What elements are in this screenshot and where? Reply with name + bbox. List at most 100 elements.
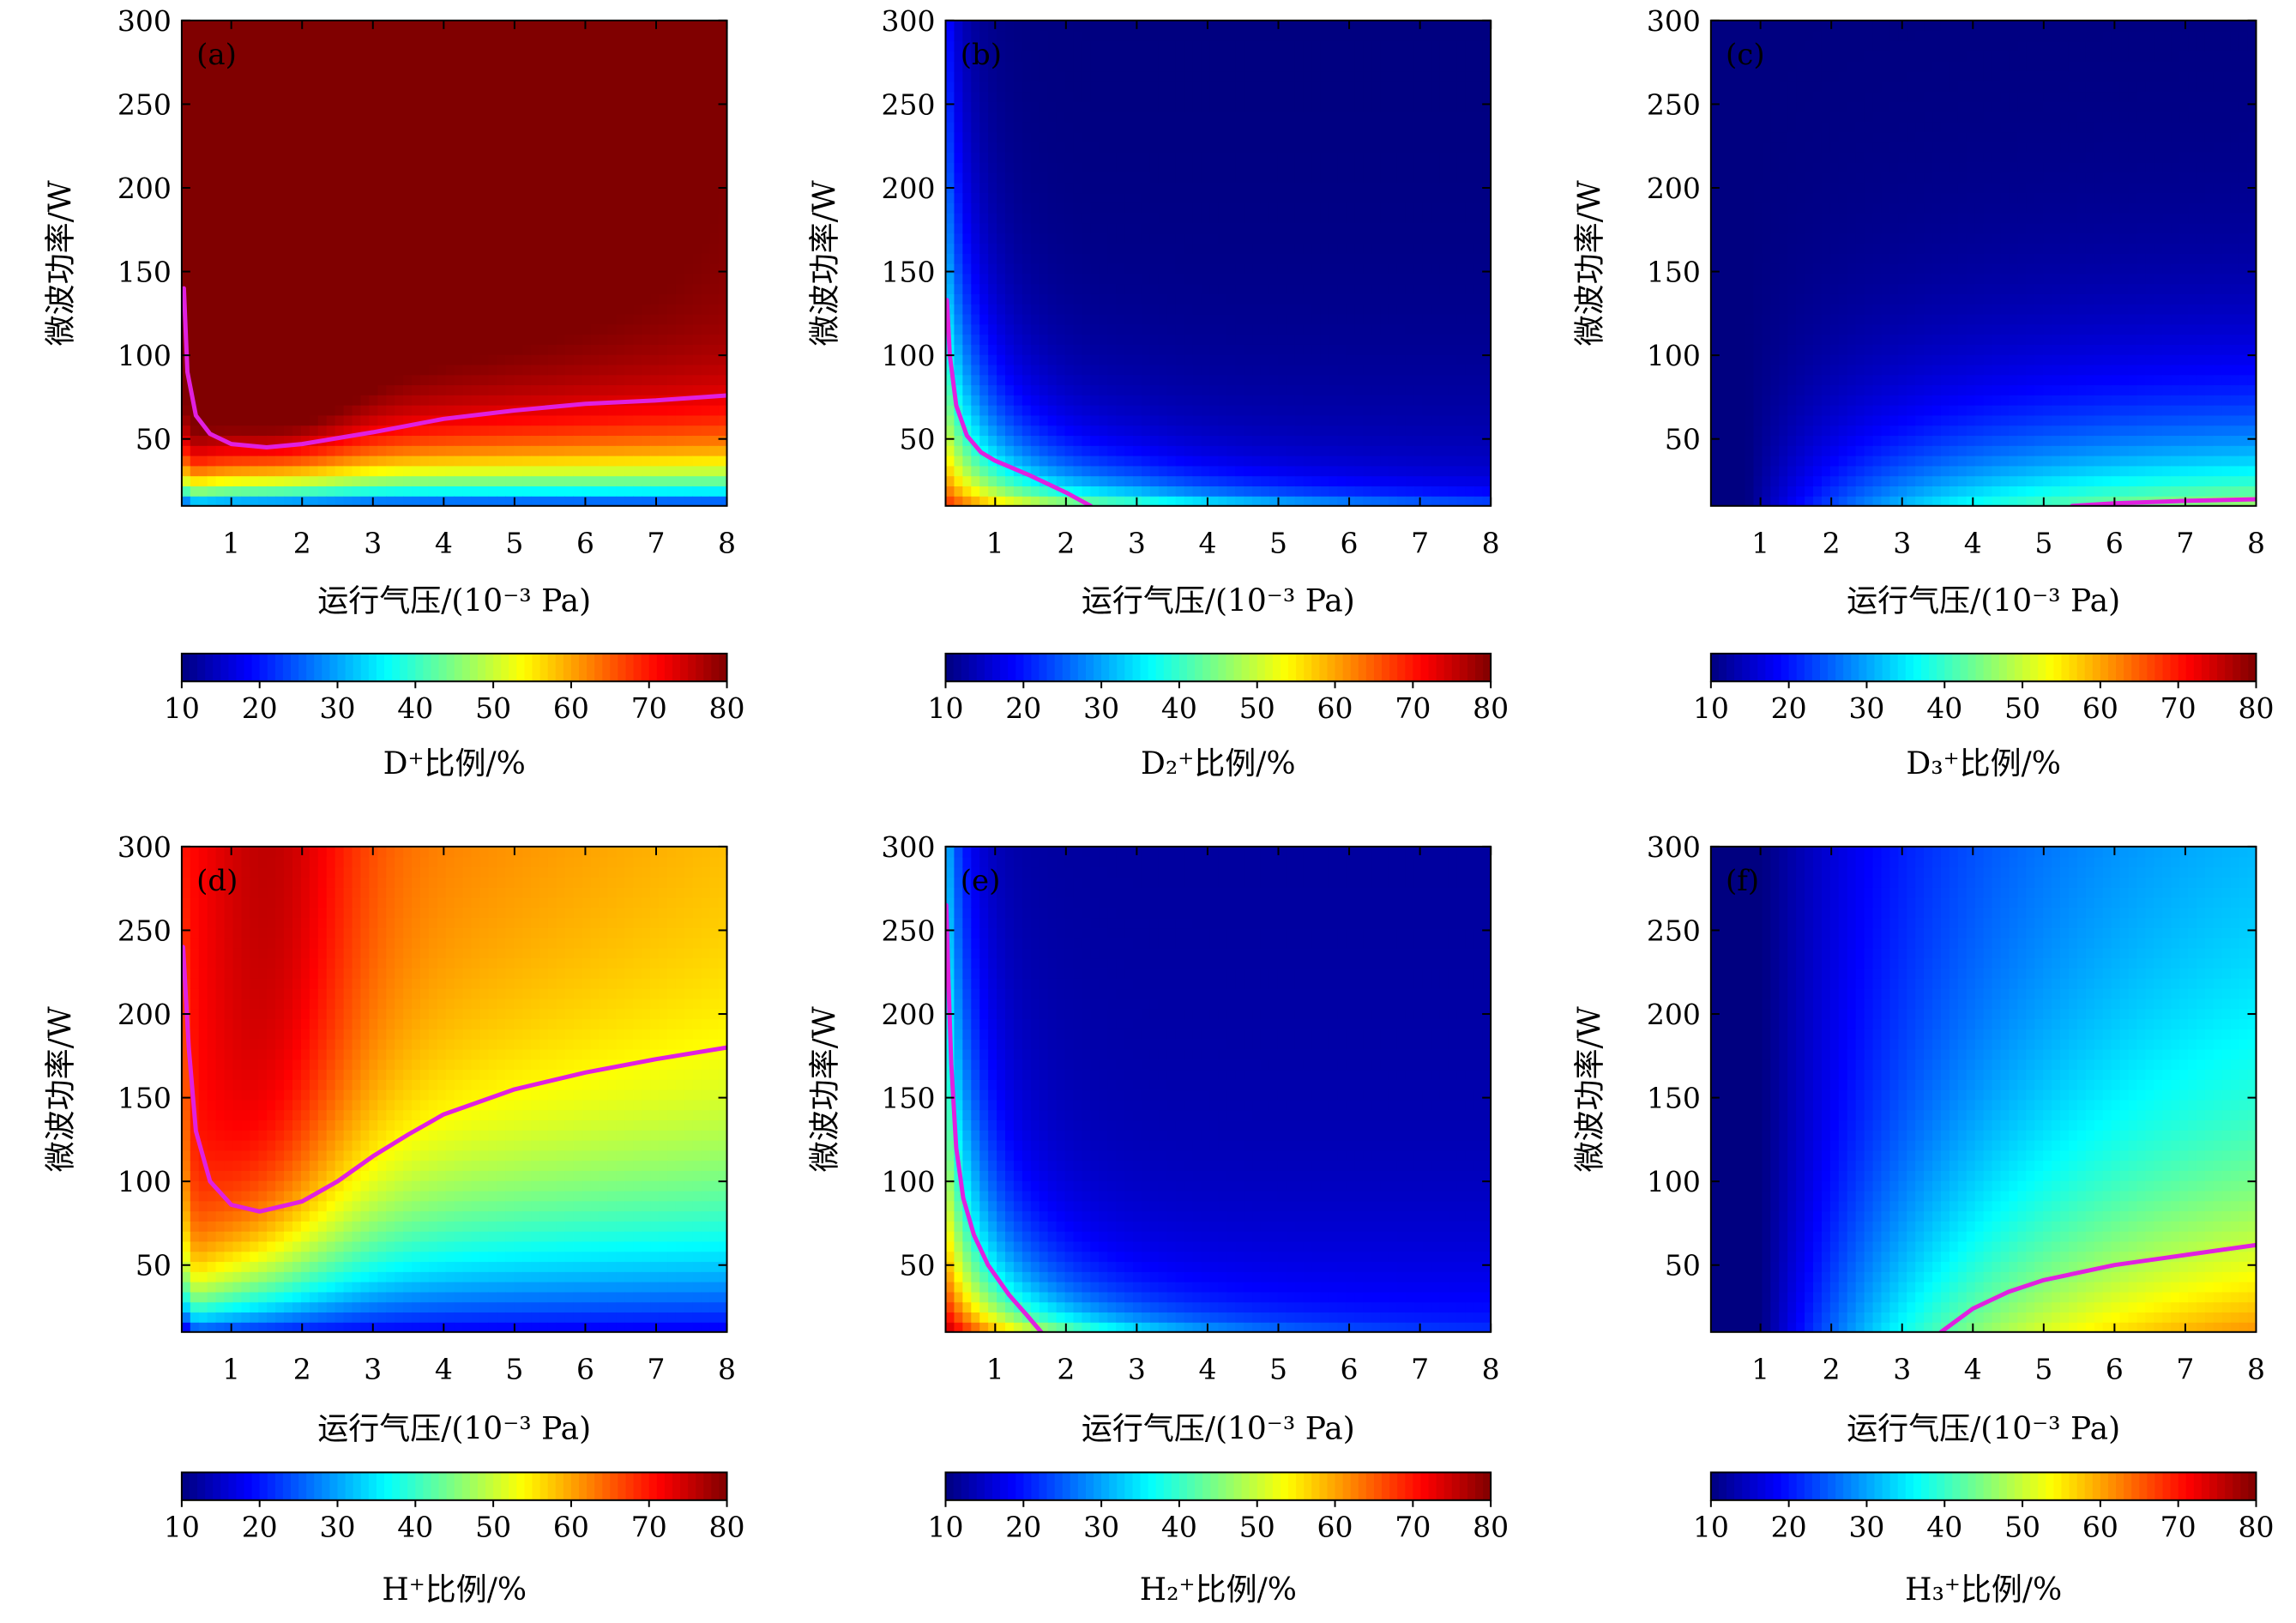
heatmap-cell <box>309 404 319 416</box>
panel-label: (a) <box>196 38 237 72</box>
heatmap-cell <box>300 455 310 467</box>
heatmap-cell <box>675 91 685 102</box>
heatmap-cell <box>1116 121 1125 133</box>
heatmap-cell <box>675 495 685 506</box>
heatmap-cell <box>514 30 523 42</box>
heatmap-cell <box>1226 212 1236 224</box>
heatmap-cell <box>267 81 276 93</box>
heatmap-cell <box>1218 455 1228 467</box>
heatmap-cell <box>326 91 336 102</box>
heatmap-cell <box>369 323 379 335</box>
heatmap-cell <box>1107 152 1117 163</box>
heatmap-cell <box>326 303 336 315</box>
heatmap-cell <box>190 253 200 264</box>
heatmap-cell <box>962 121 973 133</box>
heatmap-cell <box>962 273 973 285</box>
heatmap-cell <box>207 70 217 82</box>
heatmap-cell <box>599 425 609 437</box>
heatmap-cell <box>317 161 328 173</box>
heatmap-cell <box>659 273 668 285</box>
heatmap-cell <box>267 61 276 72</box>
heatmap-cell <box>624 455 635 467</box>
heatmap-cell <box>1047 344 1058 355</box>
heatmap-cell <box>556 273 566 285</box>
heatmap-cell <box>471 40 481 52</box>
heatmap-cell <box>275 161 285 173</box>
heatmap-cell <box>556 445 566 456</box>
heatmap-cell <box>232 131 243 143</box>
heatmap-cell <box>1149 334 1160 345</box>
heatmap-cell <box>275 414 285 426</box>
heatmap-cell <box>1116 486 1125 497</box>
heatmap-cell <box>971 131 981 143</box>
heatmap-cell <box>650 384 660 395</box>
heatmap-cell <box>616 131 626 143</box>
heatmap-cell <box>954 353 964 365</box>
heatmap-cell <box>547 30 557 42</box>
heatmap-cell <box>1107 61 1117 72</box>
heatmap-cell <box>531 101 540 112</box>
heatmap-cell <box>1166 293 1177 305</box>
heatmap-cell <box>1235 131 1244 143</box>
heatmap-cell <box>564 212 575 224</box>
heatmap-cell <box>1013 283 1023 294</box>
heatmap-cell <box>642 243 651 254</box>
heatmap-cell <box>1209 384 1220 395</box>
heatmap-cell <box>1244 121 1253 133</box>
heatmap-cell <box>1175 131 1185 143</box>
heatmap-cell <box>198 40 208 52</box>
heatmap-cell <box>300 293 310 305</box>
heatmap-cell <box>292 232 302 244</box>
heatmap-cell <box>616 273 626 285</box>
heatmap-cell <box>514 243 523 254</box>
heatmap-cell <box>988 253 997 264</box>
heatmap-cell <box>471 465 481 477</box>
heatmap-cell <box>215 81 226 93</box>
heatmap-cell <box>479 30 490 42</box>
heatmap-cell <box>352 172 362 184</box>
heatmap-cell <box>207 404 217 416</box>
heatmap-cell <box>616 101 626 112</box>
heatmap-cell <box>979 172 989 184</box>
heatmap-cell <box>547 395 557 406</box>
heatmap-cell <box>531 121 540 133</box>
heatmap-cell <box>241 475 251 486</box>
heatmap-cell <box>419 182 430 194</box>
heatmap-cell <box>1226 152 1236 163</box>
heatmap-cell <box>1056 344 1066 355</box>
heatmap-cell <box>1107 414 1117 426</box>
heatmap-cell <box>377 455 388 467</box>
heatmap-cell <box>539 20 549 32</box>
heatmap-cell <box>945 20 955 32</box>
heatmap-cell <box>675 475 685 486</box>
heatmap-cell <box>352 395 362 406</box>
heatmap-cell <box>1073 323 1083 335</box>
heatmap-cell <box>215 172 226 184</box>
heatmap-cell <box>1192 121 1202 133</box>
colorbar-tick-label: 10 <box>164 691 200 725</box>
heatmap-cell <box>1039 111 1049 123</box>
heatmap-cell <box>471 374 481 386</box>
heatmap-cell <box>250 374 260 386</box>
heatmap-cell <box>564 425 575 437</box>
heatmap-cell <box>522 303 532 315</box>
heatmap-cell <box>479 142 490 153</box>
heatmap-cell <box>514 152 523 163</box>
heatmap-cell <box>624 262 635 275</box>
heatmap-cell <box>215 101 226 112</box>
heatmap-cell <box>1039 495 1049 506</box>
heatmap-cell <box>352 293 362 305</box>
heatmap-cell <box>1090 414 1100 426</box>
heatmap-cell <box>547 222 557 234</box>
heatmap-cell <box>377 152 388 163</box>
heatmap-cell <box>334 445 345 456</box>
heatmap-cell <box>1149 384 1160 395</box>
heatmap-cell <box>547 486 557 497</box>
heatmap-cell <box>386 303 395 315</box>
heatmap-cell <box>1244 51 1253 62</box>
heatmap-cell <box>590 111 600 123</box>
heatmap-cell <box>241 70 251 82</box>
heatmap-cell <box>599 243 609 254</box>
heatmap-cell <box>1218 313 1228 325</box>
heatmap-cell <box>360 344 371 355</box>
